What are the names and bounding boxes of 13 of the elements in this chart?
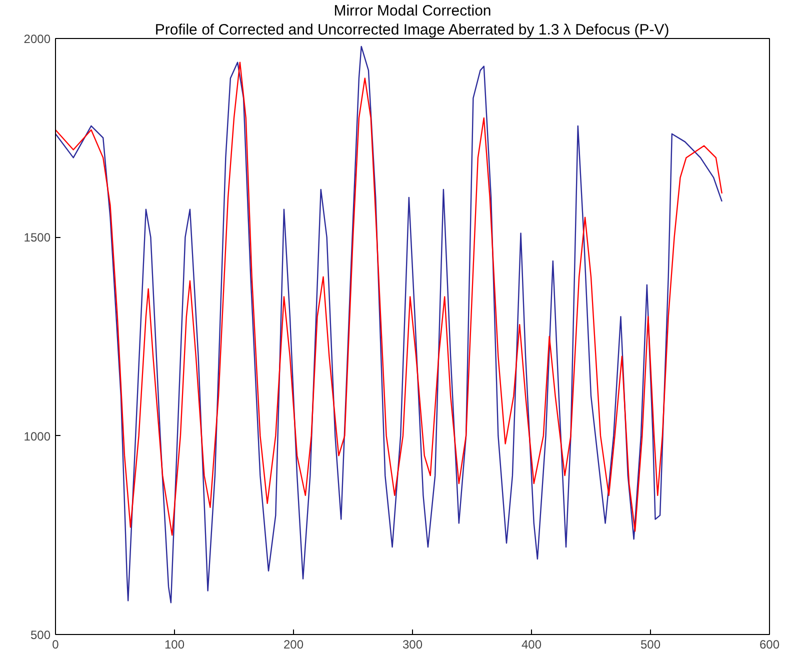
y-tick-label: 500 — [30, 628, 51, 642]
x-tick-label: 200 — [283, 638, 304, 651]
y-tick-label: 1500 — [24, 230, 51, 245]
x-tick-label: 0 — [52, 638, 60, 651]
x-tick-label: 400 — [521, 638, 542, 651]
chart-title: Mirror Modal Correction — [334, 2, 492, 20]
x-tick-label: 100 — [164, 638, 185, 651]
x-tick-label: 600 — [759, 638, 780, 651]
x-tick-label: 500 — [640, 638, 661, 651]
chart-subtitle: Profile of Corrected and Uncorrected Image Aberrated by 1.3 λ Defocus (P-V) — [154, 22, 670, 38]
y-tick-label: 2000 — [24, 32, 51, 46]
x-tick-label: 300 — [402, 638, 423, 651]
y-tick-label: 1000 — [24, 429, 51, 444]
